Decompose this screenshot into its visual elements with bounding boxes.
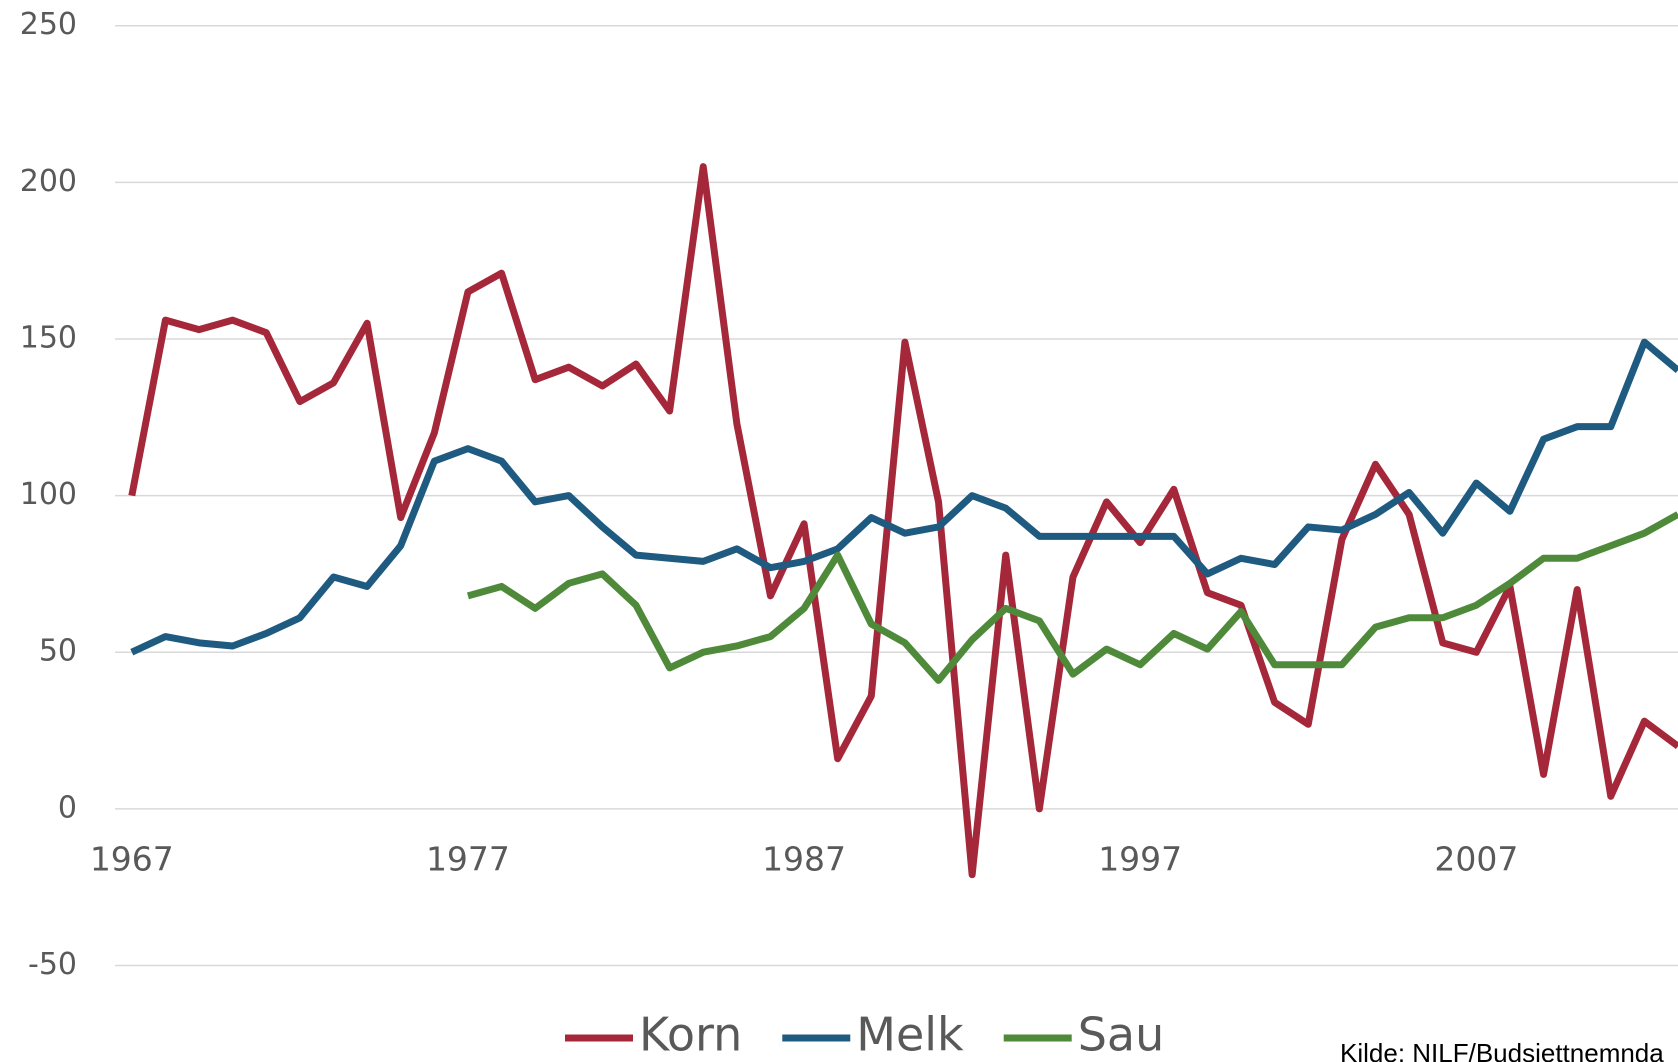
source-note: Kilde: NILF/Budsjettnemnda (1340, 1038, 1664, 1062)
x-tick-label: 1987 (762, 839, 846, 878)
data-line (130, 338, 1678, 656)
y-tick-label: 250 (20, 7, 77, 42)
x-tick-label: 1977 (426, 839, 510, 878)
legend-label: Sau (1078, 1008, 1165, 1062)
x-tick-label: 2007 (1434, 839, 1518, 878)
data-line (466, 511, 1678, 684)
x-tick-label: 1997 (1098, 839, 1182, 878)
legend-label: Melk (856, 1008, 964, 1062)
legend-label: Korn (639, 1008, 742, 1062)
y-tick-label: 50 (39, 634, 77, 669)
y-tick-label: 150 (20, 320, 77, 355)
x-tick-label: 1967 (90, 839, 174, 878)
data-line (128, 163, 1678, 879)
y-tick-label: -50 (28, 947, 77, 982)
y-tick-label: 200 (20, 164, 77, 199)
y-tick-label: 0 (58, 790, 77, 825)
y-tick-label: 100 (20, 477, 77, 512)
